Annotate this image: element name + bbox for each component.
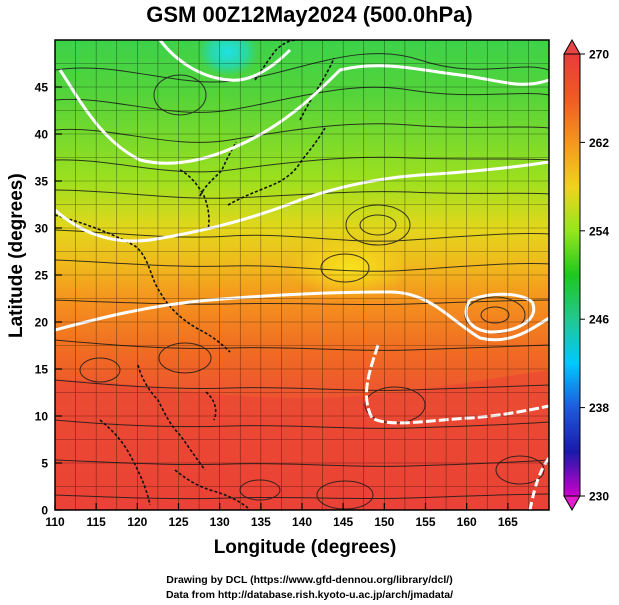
x-tick-label: 120 [127, 515, 147, 529]
y-tick-label: 30 [35, 222, 49, 236]
y-tick-label: 40 [35, 128, 49, 142]
x-tick-label: 115 [86, 515, 106, 529]
x-tick-label: 165 [498, 515, 518, 529]
coastlines [55, 40, 335, 509]
x-tick-label: 130 [210, 515, 230, 529]
y-tick-label: 10 [35, 410, 49, 424]
x-axis: 110 115 120 125 130 135 140 145 150 155 160 165 [45, 503, 518, 529]
x-tick-label: 110 [45, 515, 65, 529]
colorbar-tick-label: 262 [589, 136, 609, 150]
x-tick-label: 140 [292, 515, 312, 529]
colorbar-tick-label: 238 [589, 401, 609, 415]
x-axis-label: Longitude (degrees) [213, 537, 397, 558]
x-tick-label: 145 [333, 515, 353, 529]
credit-drawing: Drawing by DCL (https://www.gfd-dennou.o… [166, 574, 453, 586]
x-tick-label: 135 [251, 515, 271, 529]
credit-data-source: Data from http://database.rish.kyoto-u.a… [165, 589, 454, 601]
x-tick-label: 150 [374, 515, 394, 529]
y-tick-label: 25 [35, 269, 49, 283]
x-tick-label: 155 [415, 515, 435, 529]
graticule [55, 40, 549, 510]
y-tick-label: 0 [41, 504, 48, 518]
isotherms [55, 40, 549, 510]
colorbar-tick-label: 270 [589, 48, 609, 62]
cold-core [198, 40, 258, 76]
colorbar-gradient [563, 53, 581, 497]
y-tick-label: 35 [35, 175, 49, 189]
field-layer [55, 40, 549, 510]
colorbar-bottom-arrow [563, 495, 581, 512]
y-axis: 0 5 10 15 20 25 30 35 40 45 [35, 81, 62, 518]
colorbar-tick-label: 246 [589, 313, 609, 327]
colorbar-top-arrow [563, 38, 581, 55]
map-title: GSM 00Z12May2024 (500.0hPa) [146, 2, 473, 27]
y-tick-label: 20 [35, 316, 49, 330]
colorbar-tick-label: 230 [589, 490, 609, 504]
colorbar: 270 262 254 246 238 230 [563, 38, 609, 512]
warm-ridge [290, 238, 410, 298]
y-tick-label: 45 [35, 81, 49, 95]
y-tick-label: 15 [35, 363, 49, 377]
y-tick-label: 5 [41, 457, 48, 471]
streamlines [55, 53, 549, 510]
colorbar-tick-label: 254 [589, 224, 609, 238]
x-tick-label: 160 [457, 515, 477, 529]
x-tick-label: 125 [168, 515, 188, 529]
colorbar-ticks: 270 262 254 246 238 230 [580, 48, 609, 504]
